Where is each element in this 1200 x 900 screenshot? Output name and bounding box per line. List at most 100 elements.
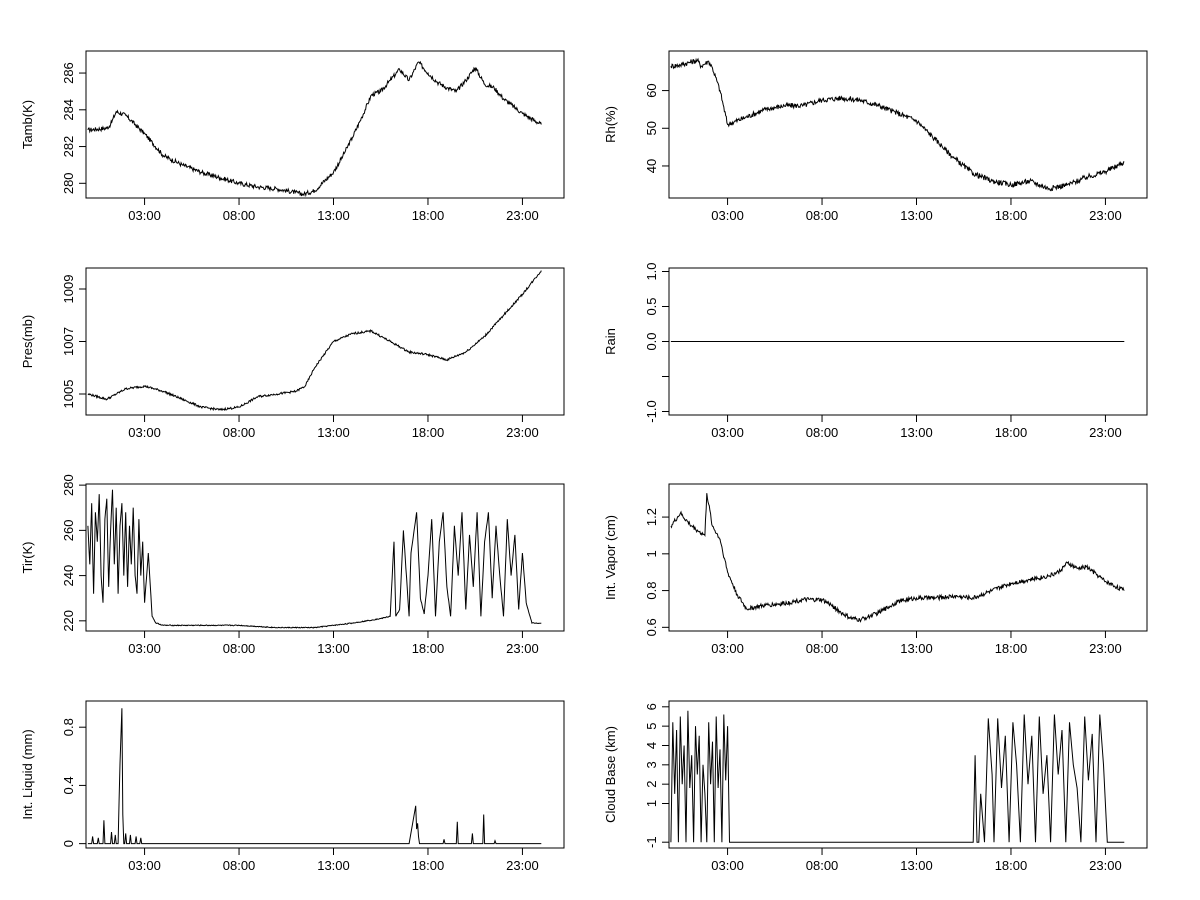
x-tick-label: 23:00 <box>1089 641 1122 656</box>
y-tick-label: -1.0 <box>644 400 659 422</box>
chart-panel-4: 03:00 08:00 13:00 18:00 23:00 -1.0 0.0 0.5 1.0 Ra… <box>603 262 1148 440</box>
y-tick-label: 280 <box>61 172 76 194</box>
x-tick-label: 03:00 <box>128 208 161 223</box>
x-tick-label: 03:00 <box>128 858 161 873</box>
y-tick-label: 0.4 <box>61 776 76 794</box>
x-tick-label: 03:00 <box>711 858 744 873</box>
y-tick-label: 282 <box>61 136 76 158</box>
plot-frame <box>668 50 1148 199</box>
plot-frame <box>668 483 1148 632</box>
plot-frame <box>85 267 565 416</box>
chart-panel-2: 03:00 08:00 13:00 18:00 23:00 40 50 60 Rh(%) <box>603 50 1148 223</box>
y-tick-label: 1.2 <box>644 508 659 526</box>
series-line <box>87 489 542 629</box>
plot-frame <box>85 700 565 849</box>
x-tick-label: 18:00 <box>412 425 445 440</box>
y-tick-label: 0.8 <box>61 718 76 736</box>
y-axis-label: Cloud Base (km) <box>603 726 618 823</box>
x-tick-label: 08:00 <box>806 208 839 223</box>
x-tick-label: 03:00 <box>711 641 744 656</box>
x-tick-label: 08:00 <box>806 858 839 873</box>
x-tick-label: 23:00 <box>506 208 539 223</box>
y-tick-label: 0.5 <box>644 297 659 315</box>
y-tick-label: 280 <box>61 474 76 496</box>
chart-panel-5: 03:00 08:00 13:00 18:00 23:00 220 240 260 280 Tir… <box>20 474 565 656</box>
chart-panel-3: 03:00 08:00 13:00 18:00 23:00 1005 1007 1009 Pre… <box>20 267 565 440</box>
chart-panel-8: 03:00 08:00 13:00 18:00 23:00 -1 1 2 3 4 5 6 Cloud B… <box>603 700 1148 873</box>
y-tick-label: 260 <box>61 520 76 542</box>
y-axis-label: Int. Vapor (cm) <box>603 515 618 600</box>
series-line <box>670 710 1125 843</box>
x-tick-label: 13:00 <box>317 425 350 440</box>
y-tick-label: 240 <box>61 565 76 587</box>
y-tick-label: 0.8 <box>644 582 659 600</box>
y-tick-label: -1 <box>644 836 659 848</box>
x-tick-label: 13:00 <box>317 641 350 656</box>
x-tick-label: 08:00 <box>806 641 839 656</box>
y-tick-label: 5 <box>644 723 659 730</box>
x-tick-label: 13:00 <box>317 858 350 873</box>
x-tick-label: 18:00 <box>995 208 1028 223</box>
y-tick-label: 284 <box>61 99 76 121</box>
y-tick-label: 40 <box>644 159 659 173</box>
y-tick-label: 286 <box>61 62 76 84</box>
series-line <box>87 270 542 412</box>
series-line <box>670 493 1125 623</box>
x-tick-label: 23:00 <box>506 858 539 873</box>
y-axis-label: Rh(%) <box>603 106 618 143</box>
plot-frame <box>85 483 565 632</box>
x-tick-label: 23:00 <box>1089 208 1122 223</box>
plot-frame <box>85 50 565 199</box>
x-tick-label: 03:00 <box>128 641 161 656</box>
y-tick-label: 2 <box>644 781 659 788</box>
x-tick-label: 18:00 <box>412 641 445 656</box>
plot-frame <box>668 700 1148 849</box>
x-tick-label: 08:00 <box>806 425 839 440</box>
y-tick-label: 60 <box>644 83 659 97</box>
chart-panel-7: 03:00 08:00 13:00 18:00 23:00 0 0.4 0.8 Int. Liq… <box>20 700 565 873</box>
x-tick-label: 03:00 <box>711 425 744 440</box>
y-axis-label: Int. Liquid (mm) <box>20 729 35 819</box>
x-tick-label: 03:00 <box>711 208 744 223</box>
x-tick-label: 23:00 <box>506 641 539 656</box>
y-tick-label: 1005 <box>61 380 76 409</box>
y-tick-label: 0.0 <box>644 332 659 350</box>
x-tick-label: 18:00 <box>995 641 1028 656</box>
y-tick-label: 0.6 <box>644 618 659 636</box>
y-tick-label: 1.0 <box>644 262 659 280</box>
x-tick-label: 08:00 <box>223 858 256 873</box>
x-tick-label: 23:00 <box>1089 425 1122 440</box>
x-tick-label: 13:00 <box>900 641 933 656</box>
y-axis-label: Pres(mb) <box>20 315 35 368</box>
series-line <box>87 60 542 198</box>
x-tick-label: 08:00 <box>223 425 256 440</box>
x-tick-label: 13:00 <box>317 208 350 223</box>
y-tick-label: 6 <box>644 703 659 710</box>
x-tick-label: 18:00 <box>412 208 445 223</box>
y-tick-label: 3 <box>644 761 659 768</box>
y-tick-label: 50 <box>644 121 659 135</box>
y-tick-label: 1007 <box>61 327 76 356</box>
x-tick-label: 13:00 <box>900 425 933 440</box>
x-tick-label: 23:00 <box>506 425 539 440</box>
y-tick-label: 220 <box>61 610 76 632</box>
series-line <box>87 708 542 845</box>
series-line <box>670 57 1125 192</box>
y-tick-label: 1 <box>644 800 659 807</box>
x-tick-label: 08:00 <box>223 641 256 656</box>
y-axis-label: Rain <box>603 328 618 355</box>
x-tick-label: 08:00 <box>223 208 256 223</box>
y-tick-label: 4 <box>644 742 659 749</box>
chart-panel-1: 03:00 08:00 13:00 18:00 23:00 280 282 284 286 Tam… <box>20 50 565 223</box>
y-tick-label: 0 <box>61 840 76 847</box>
y-tick-label: 1009 <box>61 275 76 304</box>
y-axis-label: Tamb(K) <box>20 100 35 149</box>
x-tick-label: 18:00 <box>995 858 1028 873</box>
x-tick-label: 18:00 <box>995 425 1028 440</box>
x-tick-label: 18:00 <box>412 858 445 873</box>
chart-panel-6: 03:00 08:00 13:00 18:00 23:00 0.6 0.8 1 1.2 Int. … <box>603 483 1148 656</box>
x-tick-label: 23:00 <box>1089 858 1122 873</box>
y-tick-label: 1 <box>644 550 659 557</box>
x-tick-label: 13:00 <box>900 208 933 223</box>
